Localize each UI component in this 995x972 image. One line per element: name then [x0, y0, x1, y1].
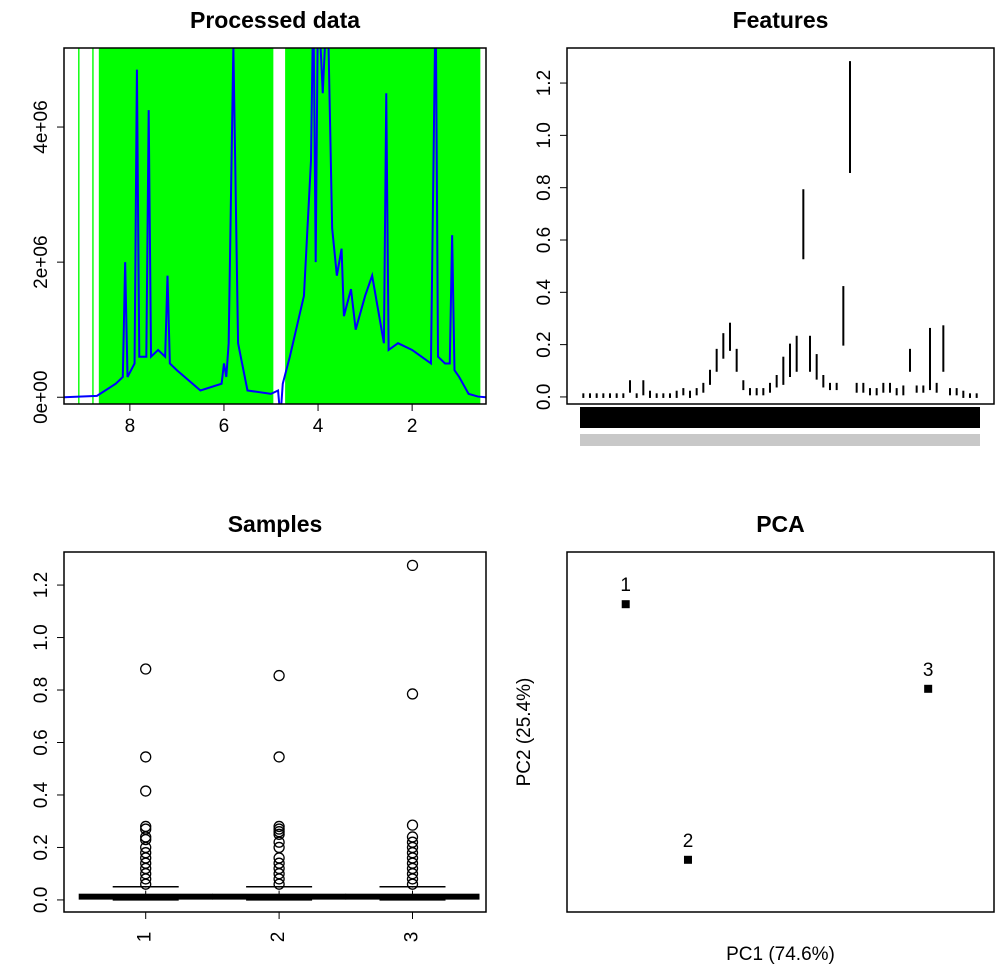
- chart-title: PCA: [756, 511, 805, 537]
- outlier: [273, 828, 285, 840]
- x-tick-label: 3: [402, 932, 423, 943]
- outlier: [273, 873, 285, 885]
- outlier: [406, 878, 419, 890]
- outlier: [140, 663, 152, 675]
- outlier: [140, 751, 152, 763]
- x-axis-labels: [580, 434, 980, 446]
- plot-frame: [566, 551, 995, 913]
- y-axis-label: PC2 (25.4%): [514, 678, 535, 787]
- y-tick-label: 1.0: [31, 624, 52, 650]
- y-tick-label: 0.4: [31, 781, 52, 808]
- plot-frame: [566, 47, 995, 405]
- spectrum-line: [64, 48, 486, 404]
- point: [683, 855, 692, 864]
- region-band: [92, 48, 94, 404]
- x-tick-label: 6: [219, 416, 230, 437]
- region-band: [78, 48, 80, 404]
- plot-frame: [63, 551, 487, 913]
- x-tick-label: 8: [125, 416, 136, 437]
- point: [621, 600, 630, 609]
- outlier: [140, 785, 152, 797]
- outlier: [273, 669, 285, 682]
- x-axis-ticks: [580, 407, 980, 428]
- outlier: [406, 559, 419, 572]
- outlier: [273, 878, 285, 890]
- outlier: [140, 878, 152, 890]
- chart-title: Samples: [228, 511, 323, 537]
- plot-frame: [63, 47, 487, 405]
- y-tick-label: 1.2: [31, 572, 52, 598]
- x-tick-label: 2: [407, 416, 418, 437]
- y-tick-label: 0.0: [534, 384, 555, 410]
- outlier: [406, 819, 419, 831]
- point: [924, 684, 933, 693]
- y-tick-label: 0e+00: [31, 371, 52, 424]
- outlier: [140, 833, 152, 846]
- y-tick-label: 0.0: [31, 887, 52, 913]
- y-tick-label: 1.0: [534, 122, 555, 148]
- x-tick-label: 2: [268, 932, 289, 943]
- chart-title: Processed data: [190, 7, 360, 33]
- x-tick-label: 4: [313, 416, 324, 437]
- x-axis-label: PC1 (74.6%): [726, 944, 835, 965]
- y-tick-label: 0.6: [31, 729, 52, 755]
- chart-title: Features: [733, 7, 829, 33]
- y-tick-label: 0.4: [534, 279, 555, 306]
- region-band: [98, 48, 274, 404]
- y-tick-label: 4e+06: [31, 100, 52, 153]
- point-label: 2: [683, 831, 694, 852]
- outlier: [140, 873, 152, 885]
- y-tick-label: 2e+06: [31, 235, 52, 288]
- y-tick-label: 0.2: [534, 331, 555, 357]
- point-label: 3: [923, 660, 934, 681]
- y-tick-label: 0.8: [534, 174, 555, 200]
- outlier: [406, 873, 419, 885]
- y-tick-label: 0.8: [31, 677, 52, 703]
- point-label: 1: [620, 575, 631, 596]
- y-tick-label: 1.2: [534, 70, 555, 96]
- x-tick-label: 1: [135, 932, 156, 943]
- outlier: [273, 836, 285, 848]
- outlier: [273, 751, 285, 763]
- outlier: [406, 688, 419, 700]
- y-tick-label: 0.6: [534, 227, 555, 253]
- y-tick-label: 0.2: [31, 834, 52, 860]
